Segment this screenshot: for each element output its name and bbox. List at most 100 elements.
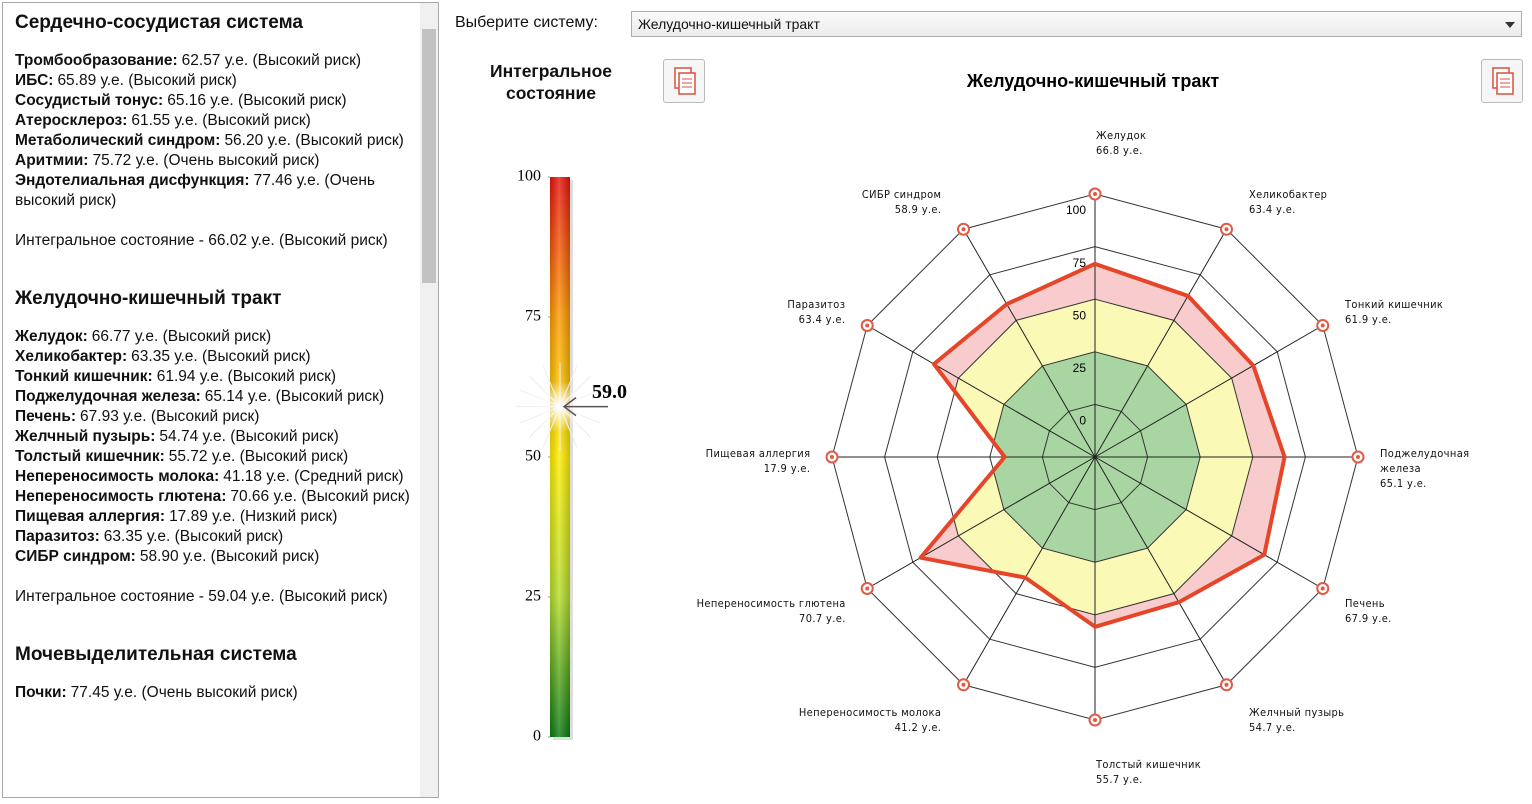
item: Хеликобактер: 63.35 у.е. (Высокий риск) — [15, 347, 410, 367]
value-label: 54.7 у.е. — [1248, 720, 1296, 734]
value-label: 63.4 у.е. — [798, 312, 846, 326]
axis-end-dot — [830, 455, 834, 459]
gauge-title: Интегральное состояние — [489, 61, 613, 103]
value-pointer-head — [562, 397, 577, 417]
item-text: 75.72 у.е. (Очень высокий риск) — [92, 152, 320, 169]
axis-label: Толстый кишечник 55.7 у.е. — [1096, 757, 1201, 787]
value-label: 61.9 у.е. — [1344, 312, 1392, 326]
item: Эндотелиальная дисфункция: 77.46 у.е. (Оч… — [15, 171, 410, 211]
item-name: Тонкий кишечник: — [15, 368, 153, 385]
axis-label: Печень 67.9 у.е. — [1345, 596, 1392, 626]
gauge-bar-shade — [550, 177, 570, 737]
item-name: Желудок: — [15, 328, 88, 345]
item: Желчный пузырь: 54.74 у.е. (Высокий риск) — [15, 427, 410, 447]
axis-end-dot — [961, 227, 966, 232]
scroll-thumb[interactable] — [422, 29, 436, 283]
section-title: Мочевыделительная система — [15, 644, 297, 665]
category-label: Непереносимость глютена — [696, 596, 846, 610]
item-name: Хеликобактер: — [15, 348, 128, 365]
item-name: Аритмии: — [15, 152, 89, 169]
r-tick-label: 100 — [1066, 203, 1086, 217]
axis-end-dot — [865, 586, 870, 591]
item: Сосудистый тонус: 65.16 у.е. (Высокий рис… — [15, 91, 410, 111]
gauge-tick-label: 50 — [525, 448, 541, 465]
axis-end-dot — [1356, 455, 1360, 459]
category-label: Толстый кишечник — [1096, 758, 1202, 771]
item-text: 55.72 у.е. (Высокий риск) — [168, 448, 349, 465]
section: Мочевыделительная система Почки: 77.45 у.е… — [15, 641, 410, 703]
item-name: Почки: — [15, 684, 67, 701]
item: Печень: 67.93 у.е. (Высокий риск) — [15, 407, 410, 427]
item-text: 70.66 у.е. (Высокий риск) — [230, 488, 410, 505]
copy-button[interactable] — [663, 59, 705, 103]
category-label: Тонкий кишечник — [1344, 297, 1444, 311]
value-label: 17.9 у.е. — [763, 462, 810, 475]
category-label: Желудок — [1096, 129, 1147, 142]
axis-label: Желчный пузырь 54.7 у.е. — [1249, 705, 1344, 735]
axis-line — [1094, 228, 1227, 458]
value-label: 66.8 у.е. — [1096, 144, 1143, 157]
axis-line — [866, 456, 1096, 589]
item-name: Атеросклероз: — [15, 112, 128, 129]
item: Желудок: 66.77 у.е. (Высокий риск) — [15, 327, 410, 347]
item-text: 65.89 у.е. (Высокий риск) — [57, 72, 237, 89]
axis-end-dot — [1224, 227, 1229, 232]
system-dropdown[interactable]: Желудочно-кишечный тракт — [631, 11, 1522, 37]
axis-line — [963, 228, 1096, 458]
item-name: СИБР синдром: — [15, 548, 136, 565]
item-text: 41.18 у.е. (Средний риск) — [223, 468, 404, 485]
category-label: Хеликобактер — [1248, 188, 1327, 202]
item-name: Паразитоз: — [15, 528, 100, 545]
gauge-tick-label: 100 — [517, 168, 541, 185]
category-label: Поджелудочная железа — [1380, 447, 1470, 475]
item-name: Сосудистый тонус: — [15, 92, 164, 109]
axis-line — [1094, 456, 1227, 686]
item: Пищевая аллергия: 17.89 у.е. (Низкий риск… — [15, 507, 410, 527]
item-text: 66.77 у.е. (Высокий риск) — [91, 328, 272, 345]
item: Тромбообразование: 62.57 у.е. (Высокий ри… — [15, 51, 410, 71]
item-text: 63.35 у.е. (Высокий риск) — [131, 348, 311, 365]
item: Паразитоз: 63.35 у.е. (Высокий риск) — [15, 527, 410, 547]
glow — [534, 380, 586, 433]
section: Сердечно-сосудистая система Тромбообразов… — [15, 9, 410, 251]
item-text: 65.16 у.е. (Высокий риск) — [167, 92, 347, 109]
item: Тонкий кишечник: 61.94 у.е. (Высокий риск… — [15, 367, 410, 387]
copy-button[interactable] — [1481, 59, 1523, 103]
sidebar-content: Сердечно-сосудистая система Тромбообразов… — [15, 9, 410, 737]
axis-label: Непереносимость молока 41.2 у.е. — [799, 705, 941, 735]
axis-end-dot — [1320, 323, 1325, 328]
summary: Интегральное состояние - 59.04 у.е. (Выс… — [15, 588, 388, 605]
category-label: СИБР синдром — [861, 188, 942, 202]
item: СИБР синдром: 58.90 у.е. (Высокий риск) — [15, 547, 410, 567]
item-name: Толстый кишечник: — [15, 448, 165, 465]
category-label: Желчный пузырь — [1248, 705, 1344, 719]
axis-line — [866, 325, 1096, 458]
axis-end-dot — [1224, 682, 1229, 687]
item-text: 61.94 у.е. (Высокий риск) — [156, 368, 337, 385]
item-name: Непереносимость молока: — [15, 468, 220, 485]
r-tick-label: 0 — [1079, 414, 1086, 428]
item-text: 77.45 у.е. (Очень высокий риск) — [70, 684, 298, 701]
item: Атеросклероз: 61.55 у.е. (Высокий риск) — [15, 111, 410, 131]
item-name: Желчный пузырь: — [15, 428, 156, 445]
axis-end-dot — [1093, 718, 1097, 722]
r-tick-label: 25 — [1073, 361, 1087, 375]
item-name: Эндотелиальная дисфункция: — [15, 172, 250, 189]
value-label: 58.9 у.е. — [894, 203, 942, 217]
section-title: Желудочно-кишечный тракт — [15, 288, 282, 309]
axis-label: Паразитоз 63.4 у.е. — [787, 297, 845, 327]
item-text: 65.14 у.е. (Высокий риск) — [204, 388, 385, 405]
item-name: Печень: — [15, 408, 77, 425]
item-text: 63.35 у.е. (Высокий риск) — [103, 528, 284, 545]
value-label: 55.7 у.е. — [1096, 773, 1143, 786]
category-label: Пищевая аллергия — [705, 447, 810, 460]
section: Желудочно-кишечный тракт Желудок: 66.77 у.… — [15, 285, 410, 607]
item: Толстый кишечник: 55.72 у.е. (Высокий рис… — [15, 447, 410, 467]
section-title: Сердечно-сосудистая система — [15, 12, 303, 33]
item-name: Тромбообразование: — [15, 52, 178, 69]
value-label: 67.9 у.е. — [1344, 611, 1392, 625]
scrollbar[interactable] — [420, 3, 438, 797]
item-text: 62.57 у.е. (Высокий риск) — [181, 52, 362, 69]
axis-end-dot — [1320, 586, 1325, 591]
